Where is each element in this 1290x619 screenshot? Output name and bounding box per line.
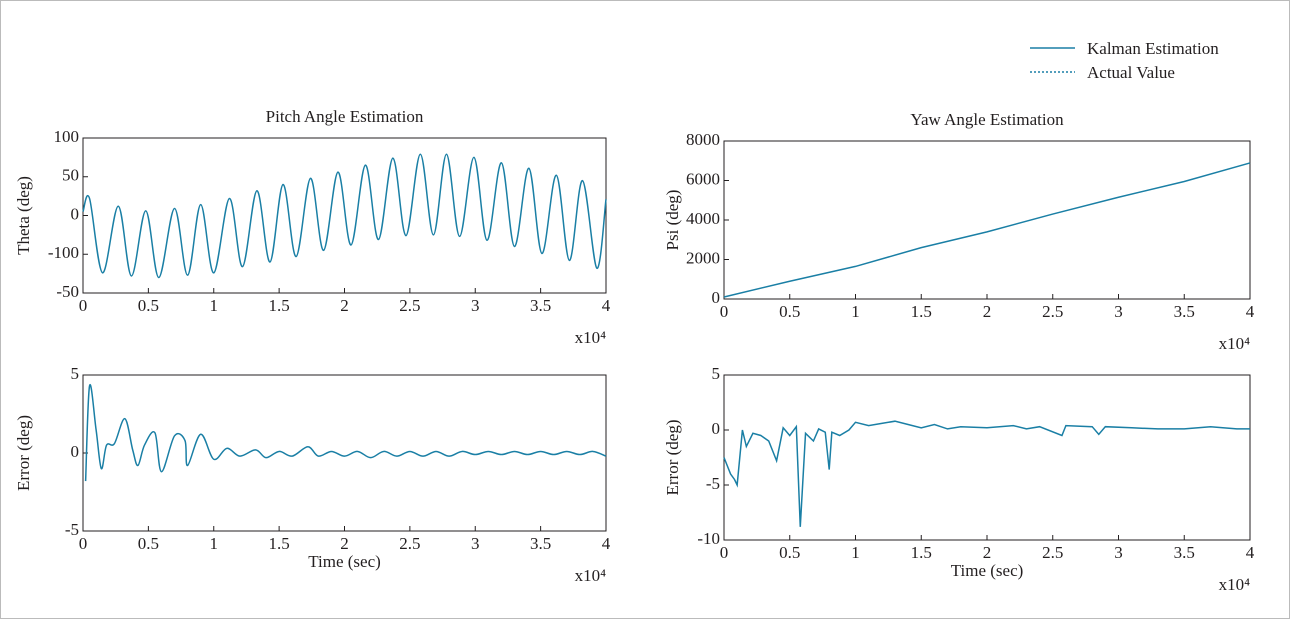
y-tick-label: 50 — [62, 166, 79, 185]
x-tick-label: 4 — [1246, 302, 1255, 321]
x-tick-label: 4 — [1246, 543, 1255, 562]
x-tick-label: 0 — [720, 302, 729, 321]
x-tick-label: 1 — [210, 534, 219, 553]
y-tick-label: 100 — [54, 127, 80, 146]
x-axis-label: Time (sec) — [308, 552, 381, 571]
x-multiplier: x10⁴ — [1219, 575, 1251, 594]
legend-label: Actual Value — [1087, 63, 1175, 82]
y-tick-label: 0 — [712, 419, 721, 438]
x-tick-label: 2.5 — [1042, 543, 1063, 562]
y-axis-label: Error (deg) — [14, 415, 33, 491]
x-tick-label: 3.5 — [530, 296, 551, 315]
x-tick-label: 0 — [79, 534, 88, 553]
x-tick-label: 1.5 — [911, 543, 932, 562]
plot-frame — [723, 374, 1251, 541]
chart-title: Pitch Angle Estimation — [266, 107, 424, 126]
y-tick-label: 4000 — [686, 209, 720, 228]
x-tick-label: 2.5 — [1042, 302, 1063, 321]
x-tick-label: 3 — [1114, 543, 1123, 562]
x-tick-label: 2.5 — [399, 296, 420, 315]
y-tick-label: 0 — [712, 288, 721, 307]
x-tick-label: 0.5 — [138, 534, 159, 553]
x-tick-label: 3.5 — [1174, 302, 1195, 321]
x-tick-label: 2 — [340, 534, 349, 553]
y-tick-label: -5 — [706, 474, 720, 493]
x-tick-label: 2 — [983, 543, 992, 562]
y-axis-label: Psi (deg) — [663, 190, 682, 251]
y-tick-label: 5 — [712, 364, 721, 383]
x-tick-label: 2 — [983, 302, 992, 321]
y-axis-label: Error (deg) — [663, 420, 682, 496]
chart-title: Yaw Angle Estimation — [910, 110, 1064, 129]
y-axis-label: Theta (deg) — [14, 176, 33, 255]
x-tick-label: 3 — [471, 296, 480, 315]
series-line — [723, 162, 1251, 298]
x-tick-label: 4 — [602, 534, 611, 553]
x-tick-label: 1 — [851, 302, 860, 321]
x-tick-label: 1.5 — [911, 302, 932, 321]
x-multiplier: x10⁴ — [575, 566, 607, 585]
x-tick-label: 1 — [851, 543, 860, 562]
x-tick-label: 2.5 — [399, 534, 420, 553]
x-tick-label: 3.5 — [1174, 543, 1195, 562]
x-tick-label: 3 — [1114, 302, 1123, 321]
x-tick-label: 4 — [602, 296, 611, 315]
x-tick-label: 2 — [340, 296, 349, 315]
x-tick-label: 0 — [79, 296, 88, 315]
x-tick-label: 1.5 — [269, 296, 290, 315]
y-tick-label: 5 — [71, 364, 80, 383]
y-tick-label: 6000 — [686, 169, 720, 188]
plot-frame — [723, 140, 1251, 300]
x-tick-label: 3 — [471, 534, 480, 553]
series-line — [82, 153, 607, 279]
y-tick-label: 0 — [71, 442, 80, 461]
x-tick-label: 3.5 — [530, 534, 551, 553]
x-tick-label: 0.5 — [779, 302, 800, 321]
x-multiplier: x10⁴ — [1219, 334, 1251, 353]
x-tick-label: 1 — [210, 296, 219, 315]
x-multiplier: x10⁴ — [575, 328, 607, 347]
y-tick-label: -10 — [697, 529, 720, 548]
y-tick-label: 2000 — [686, 248, 720, 267]
series-line — [723, 420, 1250, 527]
y-tick-label: 0 — [71, 204, 80, 223]
x-tick-label: 0.5 — [138, 296, 159, 315]
plot-frame — [82, 374, 607, 532]
legend-label: Kalman Estimation — [1087, 39, 1219, 58]
series-line — [84, 384, 607, 482]
x-tick-label: 0 — [720, 543, 729, 562]
x-tick-label: 1.5 — [269, 534, 290, 553]
y-tick-label: -50 — [56, 282, 79, 301]
y-tick-label: 8000 — [686, 130, 720, 149]
x-axis-label: Time (sec) — [951, 561, 1024, 580]
y-tick-label: -100 — [48, 243, 79, 262]
x-tick-label: 0.5 — [779, 543, 800, 562]
y-tick-label: -5 — [65, 520, 79, 539]
